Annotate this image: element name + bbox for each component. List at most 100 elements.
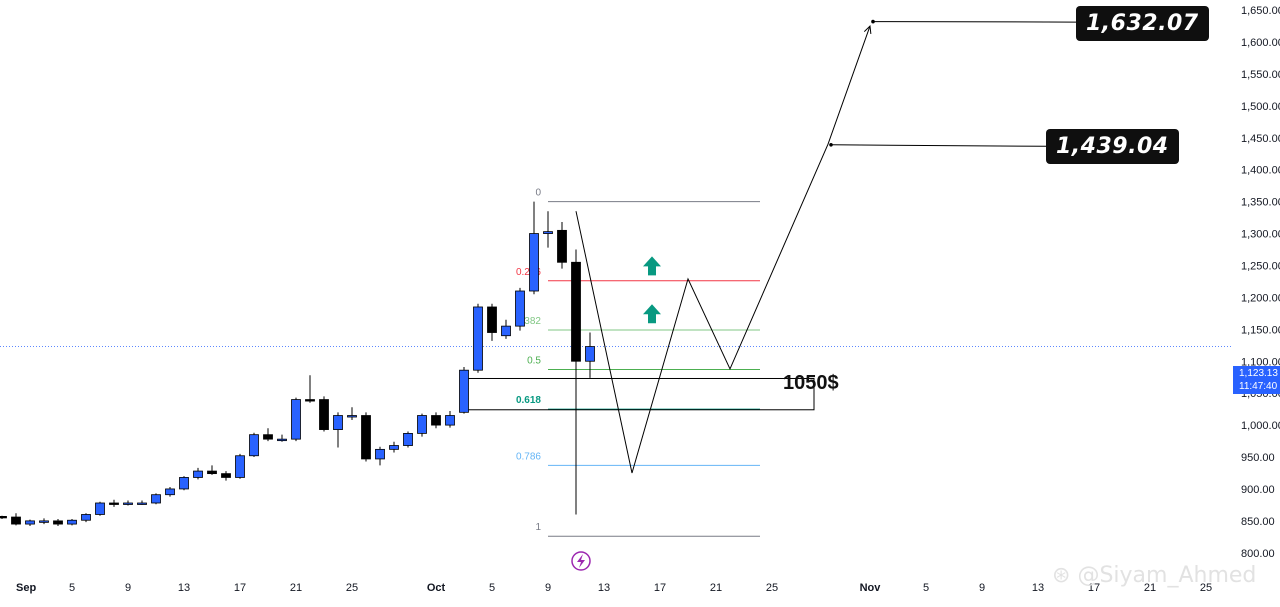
support-zone-label: 1050$ (783, 372, 839, 394)
y-tick-label: 1,100.00 (1241, 356, 1280, 368)
candle-body (53, 520, 63, 525)
fib-level-label: 0 (535, 188, 541, 199)
x-tick-label: Sep (16, 582, 36, 594)
watermark: ⊛ @Siyam_Ahmed (1052, 563, 1256, 588)
x-tick-label: 21 (290, 582, 302, 594)
candle-body (109, 502, 119, 505)
candle-body (179, 477, 189, 490)
last-price-value: 1,123.13 (1239, 368, 1278, 379)
y-tick-label: 950.00 (1241, 452, 1275, 464)
y-tick-label: 1,200.00 (1241, 292, 1280, 304)
up-arrow-icon (643, 256, 661, 276)
candle-body (235, 455, 245, 478)
candle-body (263, 434, 273, 440)
candle-body (165, 488, 175, 496)
x-tick-label: 21 (710, 582, 722, 594)
x-tick-label: 5 (489, 582, 495, 594)
candle-body (137, 502, 147, 505)
candle-body (277, 438, 287, 442)
candle-body (207, 470, 217, 475)
candle-body (529, 233, 539, 292)
candle-body (221, 473, 231, 478)
candle-body (319, 399, 329, 430)
x-tick-label: 5 (69, 582, 75, 594)
watermark-text: @Siyam_Ahmed (1077, 563, 1257, 588)
fib-level-label: 0.382 (516, 316, 541, 327)
y-tick-label: 800.00 (1241, 548, 1275, 560)
target-callout-upper: 1,632.07 (1076, 6, 1209, 41)
x-tick-label: Oct (427, 582, 446, 594)
y-tick-label: 1,150.00 (1241, 324, 1280, 336)
candle-body (67, 519, 77, 525)
candle-body (375, 448, 385, 460)
last-price-tag: 1,123.13 11:47:40 (1233, 366, 1280, 394)
candle-body (403, 433, 413, 446)
x-tick-label: 25 (346, 582, 358, 594)
fib-level-label: 0.5 (527, 356, 541, 367)
y-tick-label: 1,350.00 (1241, 197, 1280, 209)
y-tick-label: 1,600.00 (1241, 37, 1280, 49)
y-tick-label: 900.00 (1241, 484, 1275, 496)
candle-body (123, 502, 133, 505)
candle-body (459, 369, 469, 413)
watermark-logo-icon: ⊛ (1052, 563, 1071, 588)
candle-body (501, 325, 511, 337)
y-tick-label: 1,650.00 (1241, 5, 1280, 17)
candle-body (81, 514, 91, 521)
candle-body (11, 516, 21, 525)
x-tick-label: 17 (234, 582, 246, 594)
y-tick-label: 1,500.00 (1241, 101, 1280, 113)
x-tick-label: 5 (923, 582, 929, 594)
x-tick-label: 13 (178, 582, 190, 594)
x-tick-label: 17 (654, 582, 666, 594)
candle-body (95, 502, 105, 515)
y-tick-label: 1,250.00 (1241, 260, 1280, 272)
candle-body (431, 415, 441, 426)
lightning-icon (577, 554, 585, 568)
candle-body (333, 415, 343, 430)
candle-body (249, 434, 259, 457)
candle-body (557, 229, 567, 263)
candle-body (585, 346, 595, 362)
candle-body (473, 306, 483, 371)
target-leader-line (872, 21, 1077, 23)
target-leader-line (830, 144, 1047, 147)
up-arrow-icon (643, 304, 661, 324)
x-tick-label: 25 (1200, 582, 1212, 594)
target-callout-lower: 1,439.04 (1046, 129, 1179, 164)
x-tick-label: 13 (1032, 582, 1044, 594)
x-tick-label: 13 (598, 582, 610, 594)
x-tick-label: 9 (545, 582, 551, 594)
candle-body (193, 470, 203, 478)
candle-body (151, 494, 161, 504)
candle-body (417, 415, 427, 434)
candle-body (445, 415, 455, 426)
fib-level-label: 0.618 (516, 395, 541, 406)
fib-level-label: 0.786 (516, 451, 541, 462)
x-tick-label: Nov (860, 582, 882, 594)
y-tick-label: 850.00 (1241, 516, 1275, 528)
x-tick-label: 17 (1088, 582, 1100, 594)
fib-level-label: 1 (535, 522, 541, 533)
projection-arrowhead (863, 24, 872, 35)
candle-body (0, 516, 7, 519)
y-tick-label: 1,300.00 (1241, 229, 1280, 241)
x-tick-label: 9 (125, 582, 131, 594)
candle-body (25, 520, 35, 525)
y-tick-label: 1,400.00 (1241, 165, 1280, 177)
x-tick-label: 9 (979, 582, 985, 594)
fib-level-label: 0.236 (516, 267, 541, 278)
y-tick-label: 1,450.00 (1241, 133, 1280, 145)
last-price-time: 11:47:40 (1239, 381, 1278, 392)
candle-body (291, 399, 301, 440)
candle-body (571, 261, 581, 362)
candle-body (487, 306, 497, 333)
projection-path (575, 25, 871, 474)
candle-body (305, 399, 315, 402)
candle-body (515, 290, 525, 327)
y-tick-label: 1,000.00 (1241, 420, 1280, 432)
candle-body (39, 520, 49, 523)
x-tick-label: 25 (766, 582, 778, 594)
